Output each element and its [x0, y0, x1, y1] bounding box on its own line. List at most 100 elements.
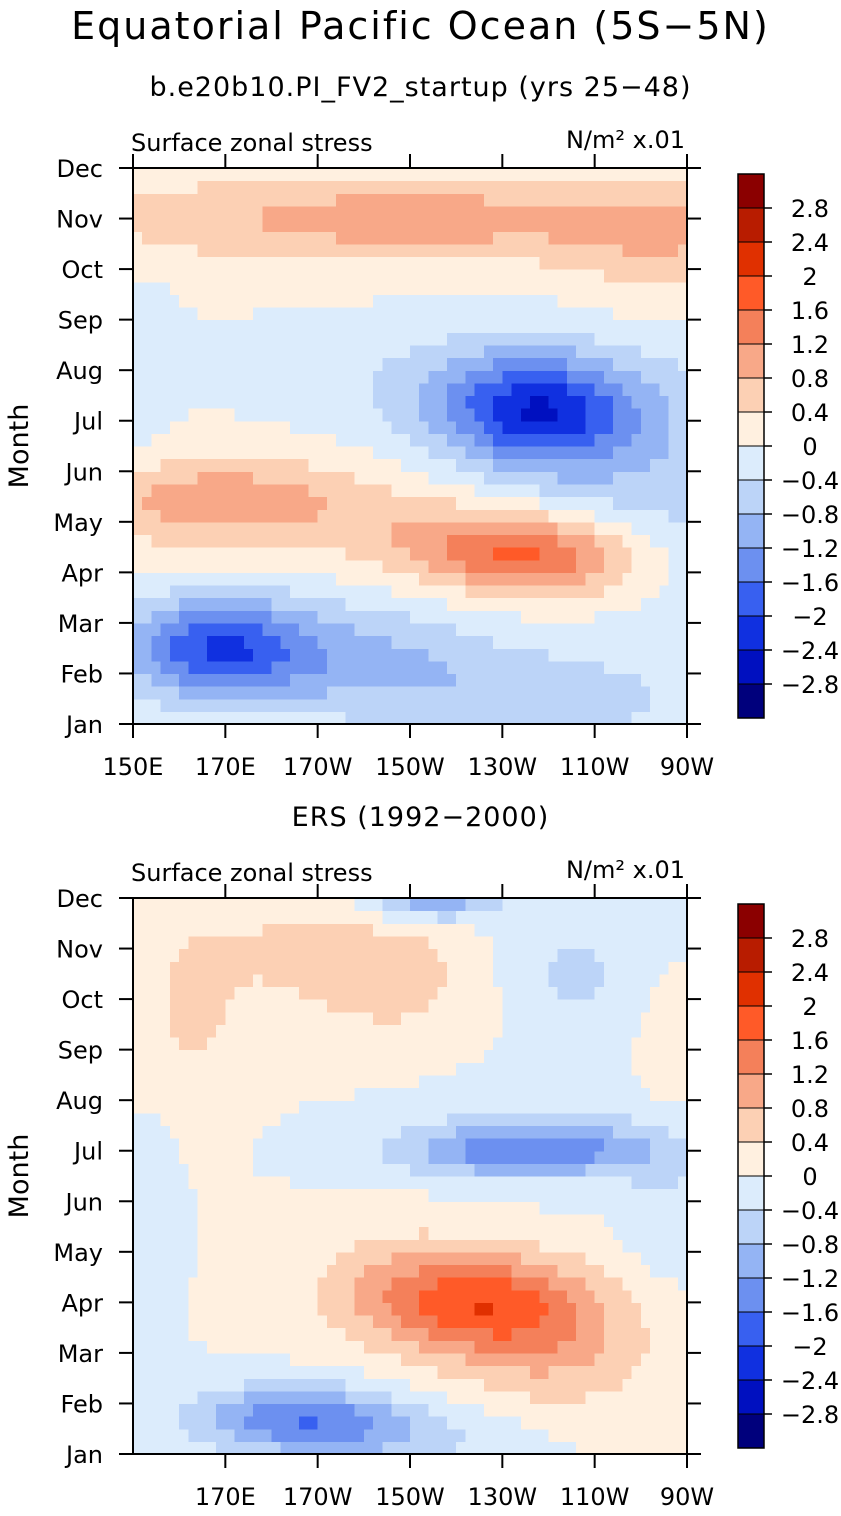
- contour-cell: [151, 1189, 161, 1202]
- contour-cell: [207, 395, 217, 408]
- contour-cell: [244, 484, 254, 497]
- contour-cell: [558, 497, 568, 510]
- contour-cell: [327, 408, 337, 421]
- contour-cell: [622, 648, 632, 661]
- contour-cell: [456, 986, 466, 999]
- contour-cell: [133, 471, 143, 484]
- contour-cell: [179, 1252, 189, 1265]
- contour-cell: [484, 332, 494, 345]
- contour-cell: [198, 923, 208, 936]
- contour-cell: [179, 1416, 189, 1429]
- contour-cell: [595, 1353, 605, 1366]
- contour-cell: [512, 1277, 522, 1290]
- contour-cell: [475, 572, 485, 585]
- contour-cell: [392, 1037, 402, 1050]
- contour-cell: [484, 547, 494, 560]
- contour-cell: [262, 1441, 272, 1454]
- contour-cell: [530, 244, 540, 257]
- contour-cell: [244, 1151, 254, 1164]
- contour-cell: [225, 383, 235, 396]
- contour-cell: [188, 686, 198, 699]
- contour-cell: [419, 332, 429, 345]
- contour-cell: [235, 686, 245, 699]
- contour-cell: [216, 636, 226, 649]
- contour-cell: [235, 560, 245, 573]
- contour-cell: [272, 1391, 282, 1404]
- contour-cell: [438, 1391, 448, 1404]
- contour-cell: [382, 509, 392, 522]
- contour-cell: [151, 193, 161, 206]
- contour-cell: [142, 459, 152, 472]
- contour-cell: [327, 999, 337, 1012]
- contour-cell: [318, 1189, 328, 1202]
- contour-cell: [170, 711, 180, 724]
- contour-cell: [493, 484, 503, 497]
- contour-cell: [272, 1429, 282, 1442]
- contour-cell: [225, 911, 235, 924]
- contour-cell: [567, 636, 577, 649]
- contour-cell: [262, 1125, 272, 1138]
- contour-cell: [188, 974, 198, 987]
- contour-cell: [373, 459, 383, 472]
- contour-cell: [493, 1441, 503, 1454]
- contour-cell: [465, 1113, 475, 1126]
- contour-cell: [308, 1391, 318, 1404]
- contour-cell: [253, 168, 263, 181]
- contour-cell: [539, 244, 549, 257]
- contour-cell: [585, 661, 595, 674]
- contour-cell: [336, 282, 346, 295]
- contour-cell: [475, 1441, 485, 1454]
- contour-cell: [207, 1328, 217, 1341]
- contour-cell: [428, 256, 438, 269]
- contour-cell: [281, 219, 291, 232]
- contour-cell: [225, 471, 235, 484]
- contour-cell: [235, 1050, 245, 1063]
- contour-cell: [382, 320, 392, 333]
- contour-cell: [595, 497, 605, 510]
- contour-cell: [484, 572, 494, 585]
- contour-cell: [392, 1088, 402, 1101]
- contour-cell: [392, 231, 402, 244]
- contour-cell: [465, 961, 475, 974]
- contour-cell: [355, 610, 365, 623]
- contour-cell: [188, 534, 198, 547]
- contour-cell: [530, 509, 540, 522]
- contour-cell: [549, 282, 559, 295]
- contour-cell: [549, 1290, 559, 1303]
- contour-cell: [308, 1239, 318, 1252]
- contour-cell: [475, 547, 485, 560]
- contour-cell: [650, 206, 660, 219]
- contour-cell: [576, 534, 586, 547]
- contour-cell: [401, 484, 411, 497]
- contour-cell: [373, 1441, 383, 1454]
- contour-cell: [622, 168, 632, 181]
- contour-cell: [151, 1403, 161, 1416]
- contour-cell: [253, 395, 263, 408]
- contour-cell: [318, 433, 328, 446]
- contour-cell: [207, 648, 217, 661]
- contour-cell: [327, 294, 337, 307]
- contour-cell: [207, 1416, 217, 1429]
- contour-cell: [170, 999, 180, 1012]
- contour-cell: [567, 911, 577, 924]
- contour-cell: [401, 1201, 411, 1214]
- contour-cell: [133, 1113, 143, 1126]
- contour-cell: [272, 636, 282, 649]
- contour-cell: [428, 1100, 438, 1113]
- contour-cell: [530, 986, 540, 999]
- contour-cell: [161, 572, 171, 585]
- contour-cell: [345, 699, 355, 712]
- contour-cell: [465, 711, 475, 724]
- contour-cell: [142, 1176, 152, 1189]
- contour-cell: [549, 547, 559, 560]
- contour-cell: [632, 282, 642, 295]
- contour-cell: [318, 1012, 328, 1025]
- contour-cell: [235, 1416, 245, 1429]
- contour-cell: [198, 497, 208, 510]
- contour-cell: [465, 1227, 475, 1240]
- contour-cell: [198, 408, 208, 421]
- contour-cell: [225, 421, 235, 434]
- contour-cell: [299, 358, 309, 371]
- contour-cell: [484, 598, 494, 611]
- contour-cell: [558, 1113, 568, 1126]
